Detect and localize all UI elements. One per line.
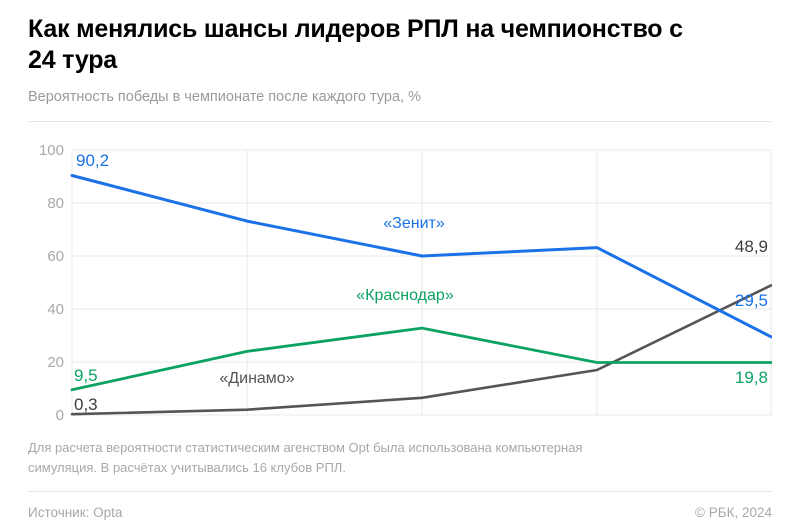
page-title: Как менялись шансы лидеров РПЛ на чемпио…: [28, 15, 683, 74]
end-label-krasnodar: 19,8: [735, 368, 768, 387]
y-tick-100: 100: [39, 142, 64, 159]
y-axis-tick-labels: 100 80 60 40 20 0: [39, 142, 64, 424]
start-label-dinamo: 0,3: [74, 395, 98, 414]
y-tick-20: 20: [47, 354, 64, 371]
series-line-dinamo: [70, 284, 772, 416]
start-label-krasnodar: 9,5: [74, 366, 98, 385]
x-tick-27: 27: [589, 427, 606, 428]
y-tick-0: 0: [56, 407, 64, 424]
y-tick-60: 60: [47, 248, 64, 265]
copyright-label: © РБК, 2024: [695, 505, 772, 521]
y-tick-80: 80: [47, 195, 64, 212]
x-tick-28: 28: [754, 427, 771, 428]
x-axis-tick-labels: 24 тур 25 26 27 28: [72, 427, 771, 428]
series-label-dinamo: «Динамо»: [219, 370, 294, 387]
series-line-zenit: [70, 174, 772, 339]
chart-canvas: 100 80 60 40 20 0 90,2 9,5 0,3 48,9 29,5…: [39, 142, 772, 428]
source-label: Источник: Opta: [28, 505, 123, 521]
page-subtitle: Вероятность победы в чемпионате после ка…: [28, 89, 421, 105]
start-label-zenit: 90,2: [76, 151, 109, 170]
x-tick-26: 26: [414, 427, 431, 428]
y-tick-40: 40: [47, 301, 64, 318]
x-tick-24: 24 тур: [72, 427, 116, 428]
x-tick-25: 25: [239, 427, 256, 428]
header-divider: [28, 121, 772, 122]
end-label-dinamo: 48,9: [735, 237, 768, 256]
end-label-zenit: 29,5: [735, 291, 768, 310]
series-label-krasnodar: «Краснодар»: [356, 287, 454, 304]
series-line-krasnodar: [70, 326, 772, 392]
series-label-zenit: «Зенит»: [383, 215, 445, 232]
footer-divider: [28, 491, 772, 493]
methodology-note: Для расчета вероятности статистическим а…: [28, 440, 583, 476]
footer: Источник: Opta © РБК, 2024: [28, 492, 772, 520]
line-chart: 100 80 60 40 20 0 90,2 9,5 0,3 48,9 29,5…: [28, 128, 772, 428]
